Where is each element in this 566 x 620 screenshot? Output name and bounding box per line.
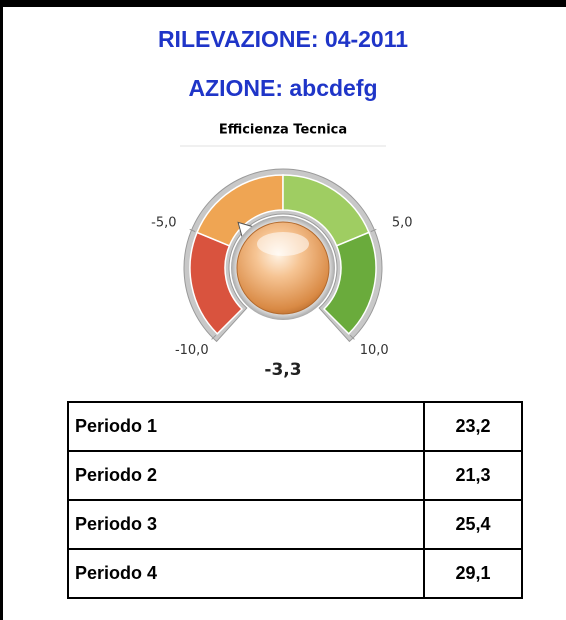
period-name: Periodo 2 xyxy=(68,451,424,500)
value-label: -3,3 xyxy=(264,360,301,380)
period-name: Periodo 4 xyxy=(68,549,424,598)
period-name: Periodo 3 xyxy=(68,500,424,549)
page: RILEVAZIONE: 04-2011 AZIONE: abcdefg Eff… xyxy=(0,0,566,620)
period-value: 23,2 xyxy=(424,402,522,451)
tick-label: 5,0 xyxy=(392,216,413,231)
period-value: 21,3 xyxy=(424,451,522,500)
gauge-chart: Efficienza Tecnica -10,0 -5,0 5,0 10,0 -3,3 xyxy=(0,0,566,400)
chart-title: Efficienza Tecnica xyxy=(219,123,347,138)
tick-label: -10,0 xyxy=(175,343,209,358)
period-value: 25,4 xyxy=(424,500,522,549)
tick-label: 10,0 xyxy=(360,343,389,358)
knob-highlight xyxy=(257,232,309,256)
tick-label: -5,0 xyxy=(151,216,176,231)
period-value: 29,1 xyxy=(424,549,522,598)
period-name: Periodo 1 xyxy=(68,402,424,451)
